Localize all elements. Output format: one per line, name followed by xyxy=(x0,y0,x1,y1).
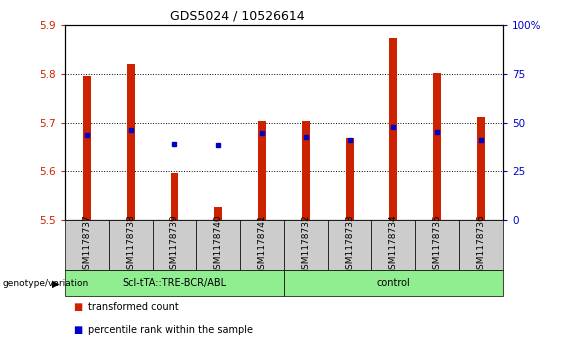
Text: GSM1178736: GSM1178736 xyxy=(476,215,485,276)
Bar xyxy=(284,220,328,270)
Text: GSM1178734: GSM1178734 xyxy=(389,215,398,276)
Bar xyxy=(389,37,397,220)
Bar xyxy=(83,76,91,220)
Text: GSM1178735: GSM1178735 xyxy=(433,215,442,276)
Bar xyxy=(240,220,284,270)
Text: GSM1178732: GSM1178732 xyxy=(301,215,310,276)
Bar xyxy=(433,73,441,220)
Bar xyxy=(153,220,197,270)
Text: GSM1178733: GSM1178733 xyxy=(345,215,354,276)
Bar xyxy=(302,121,310,220)
Bar xyxy=(415,220,459,270)
Text: GDS5024 / 10526614: GDS5024 / 10526614 xyxy=(170,10,305,23)
Text: control: control xyxy=(376,278,410,288)
Text: GSM1178737: GSM1178737 xyxy=(82,215,92,276)
Bar xyxy=(459,220,503,270)
Bar xyxy=(372,220,415,270)
Text: GSM1178741: GSM1178741 xyxy=(258,215,267,276)
Bar xyxy=(127,64,134,220)
Text: transformed count: transformed count xyxy=(88,302,179,312)
Bar xyxy=(328,220,372,270)
Text: ■: ■ xyxy=(73,325,82,335)
Bar xyxy=(197,220,240,270)
Bar xyxy=(284,270,503,296)
Text: percentile rank within the sample: percentile rank within the sample xyxy=(88,325,253,335)
Bar xyxy=(477,117,485,220)
Text: genotype/variation: genotype/variation xyxy=(3,279,89,287)
Text: GSM1178740: GSM1178740 xyxy=(214,215,223,276)
Text: ▶: ▶ xyxy=(52,279,59,289)
Text: Scl-tTA::TRE-BCR/ABL: Scl-tTA::TRE-BCR/ABL xyxy=(123,278,227,288)
Text: GSM1178738: GSM1178738 xyxy=(126,215,135,276)
Bar xyxy=(108,220,153,270)
Bar xyxy=(171,174,179,220)
Bar xyxy=(65,270,284,296)
Text: ■: ■ xyxy=(73,302,82,312)
Bar xyxy=(65,220,109,270)
Text: GSM1178739: GSM1178739 xyxy=(170,215,179,276)
Bar xyxy=(346,138,354,220)
Bar xyxy=(258,121,266,220)
Bar xyxy=(214,208,222,220)
